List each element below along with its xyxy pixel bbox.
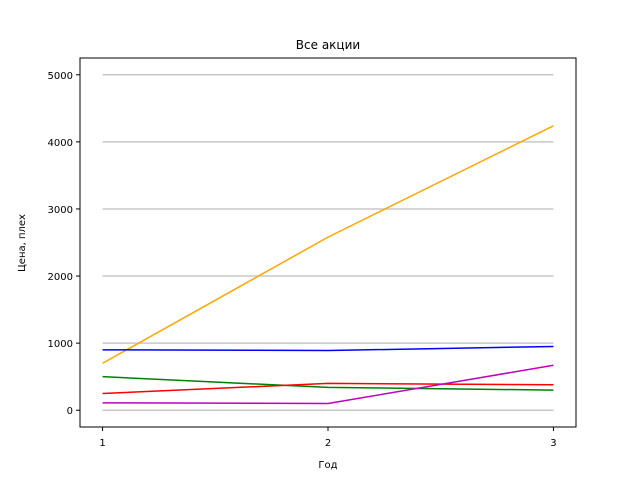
y-tick-label: 3000 (48, 205, 73, 216)
y-tick-label: 5000 (48, 71, 73, 82)
grid (103, 75, 554, 410)
plot-frame (80, 58, 576, 427)
series-line-4 (103, 383, 554, 393)
x-axis-ticks: 1 2 3 (99, 427, 556, 449)
series-lines (103, 126, 554, 404)
x-tick-label: 1 (99, 438, 105, 449)
y-tick-label: 2000 (48, 272, 73, 283)
y-tick-label: 1000 (48, 339, 73, 350)
x-axis-label: Год (318, 460, 337, 471)
y-axis-ticks: 0 1000 2000 3000 4000 5000 (48, 71, 80, 417)
x-tick-label: 2 (325, 438, 331, 449)
y-tick-label: 4000 (48, 138, 73, 149)
x-tick-label: 3 (550, 438, 556, 449)
y-tick-label: 0 (67, 406, 73, 417)
series-line-2 (103, 346, 554, 350)
y-axis-label: Цена, плех (17, 214, 28, 272)
chart-title: Все акции (296, 38, 360, 52)
series-line-1 (103, 126, 554, 364)
